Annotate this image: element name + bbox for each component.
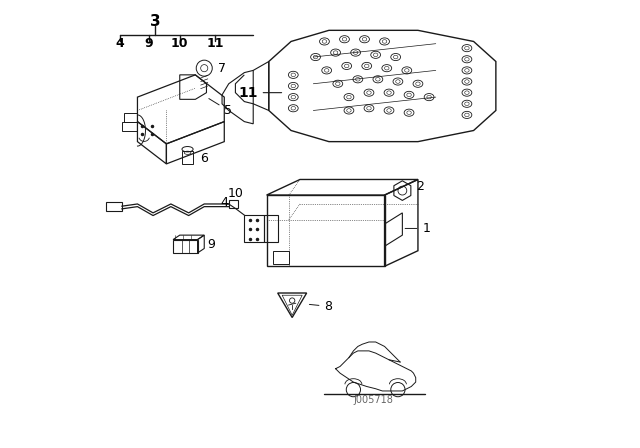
Text: 9: 9 — [144, 37, 153, 50]
Text: 2: 2 — [416, 180, 424, 193]
Text: 3: 3 — [150, 14, 161, 29]
Text: 8: 8 — [309, 300, 332, 313]
Text: 4: 4 — [115, 37, 124, 50]
Text: 10: 10 — [171, 37, 189, 50]
Text: 9: 9 — [207, 238, 215, 251]
Text: 6: 6 — [200, 151, 208, 164]
Text: J005718: J005718 — [353, 395, 394, 405]
Text: 5: 5 — [209, 99, 232, 117]
Text: 1: 1 — [405, 222, 430, 235]
Text: 11: 11 — [238, 86, 282, 99]
Text: 7: 7 — [218, 62, 226, 75]
Text: 4: 4 — [220, 196, 228, 209]
Text: 11: 11 — [207, 37, 224, 50]
Text: 10: 10 — [227, 187, 243, 200]
